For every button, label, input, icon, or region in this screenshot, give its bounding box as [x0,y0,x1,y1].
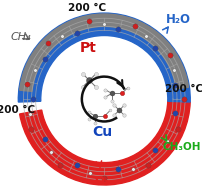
Text: Pt: Pt [80,41,97,55]
Text: CH₃OH: CH₃OH [163,142,201,152]
Text: 200 °C: 200 °C [0,105,36,115]
Wedge shape [20,14,188,91]
Text: O₂: O₂ [94,175,109,188]
Wedge shape [20,101,190,185]
Text: 200 °C: 200 °C [68,3,106,13]
Wedge shape [18,13,190,102]
Text: CH₄: CH₄ [11,32,32,42]
Text: Cu: Cu [92,125,113,139]
Text: H₂O: H₂O [166,13,190,26]
Text: 200 °C: 200 °C [165,84,202,94]
